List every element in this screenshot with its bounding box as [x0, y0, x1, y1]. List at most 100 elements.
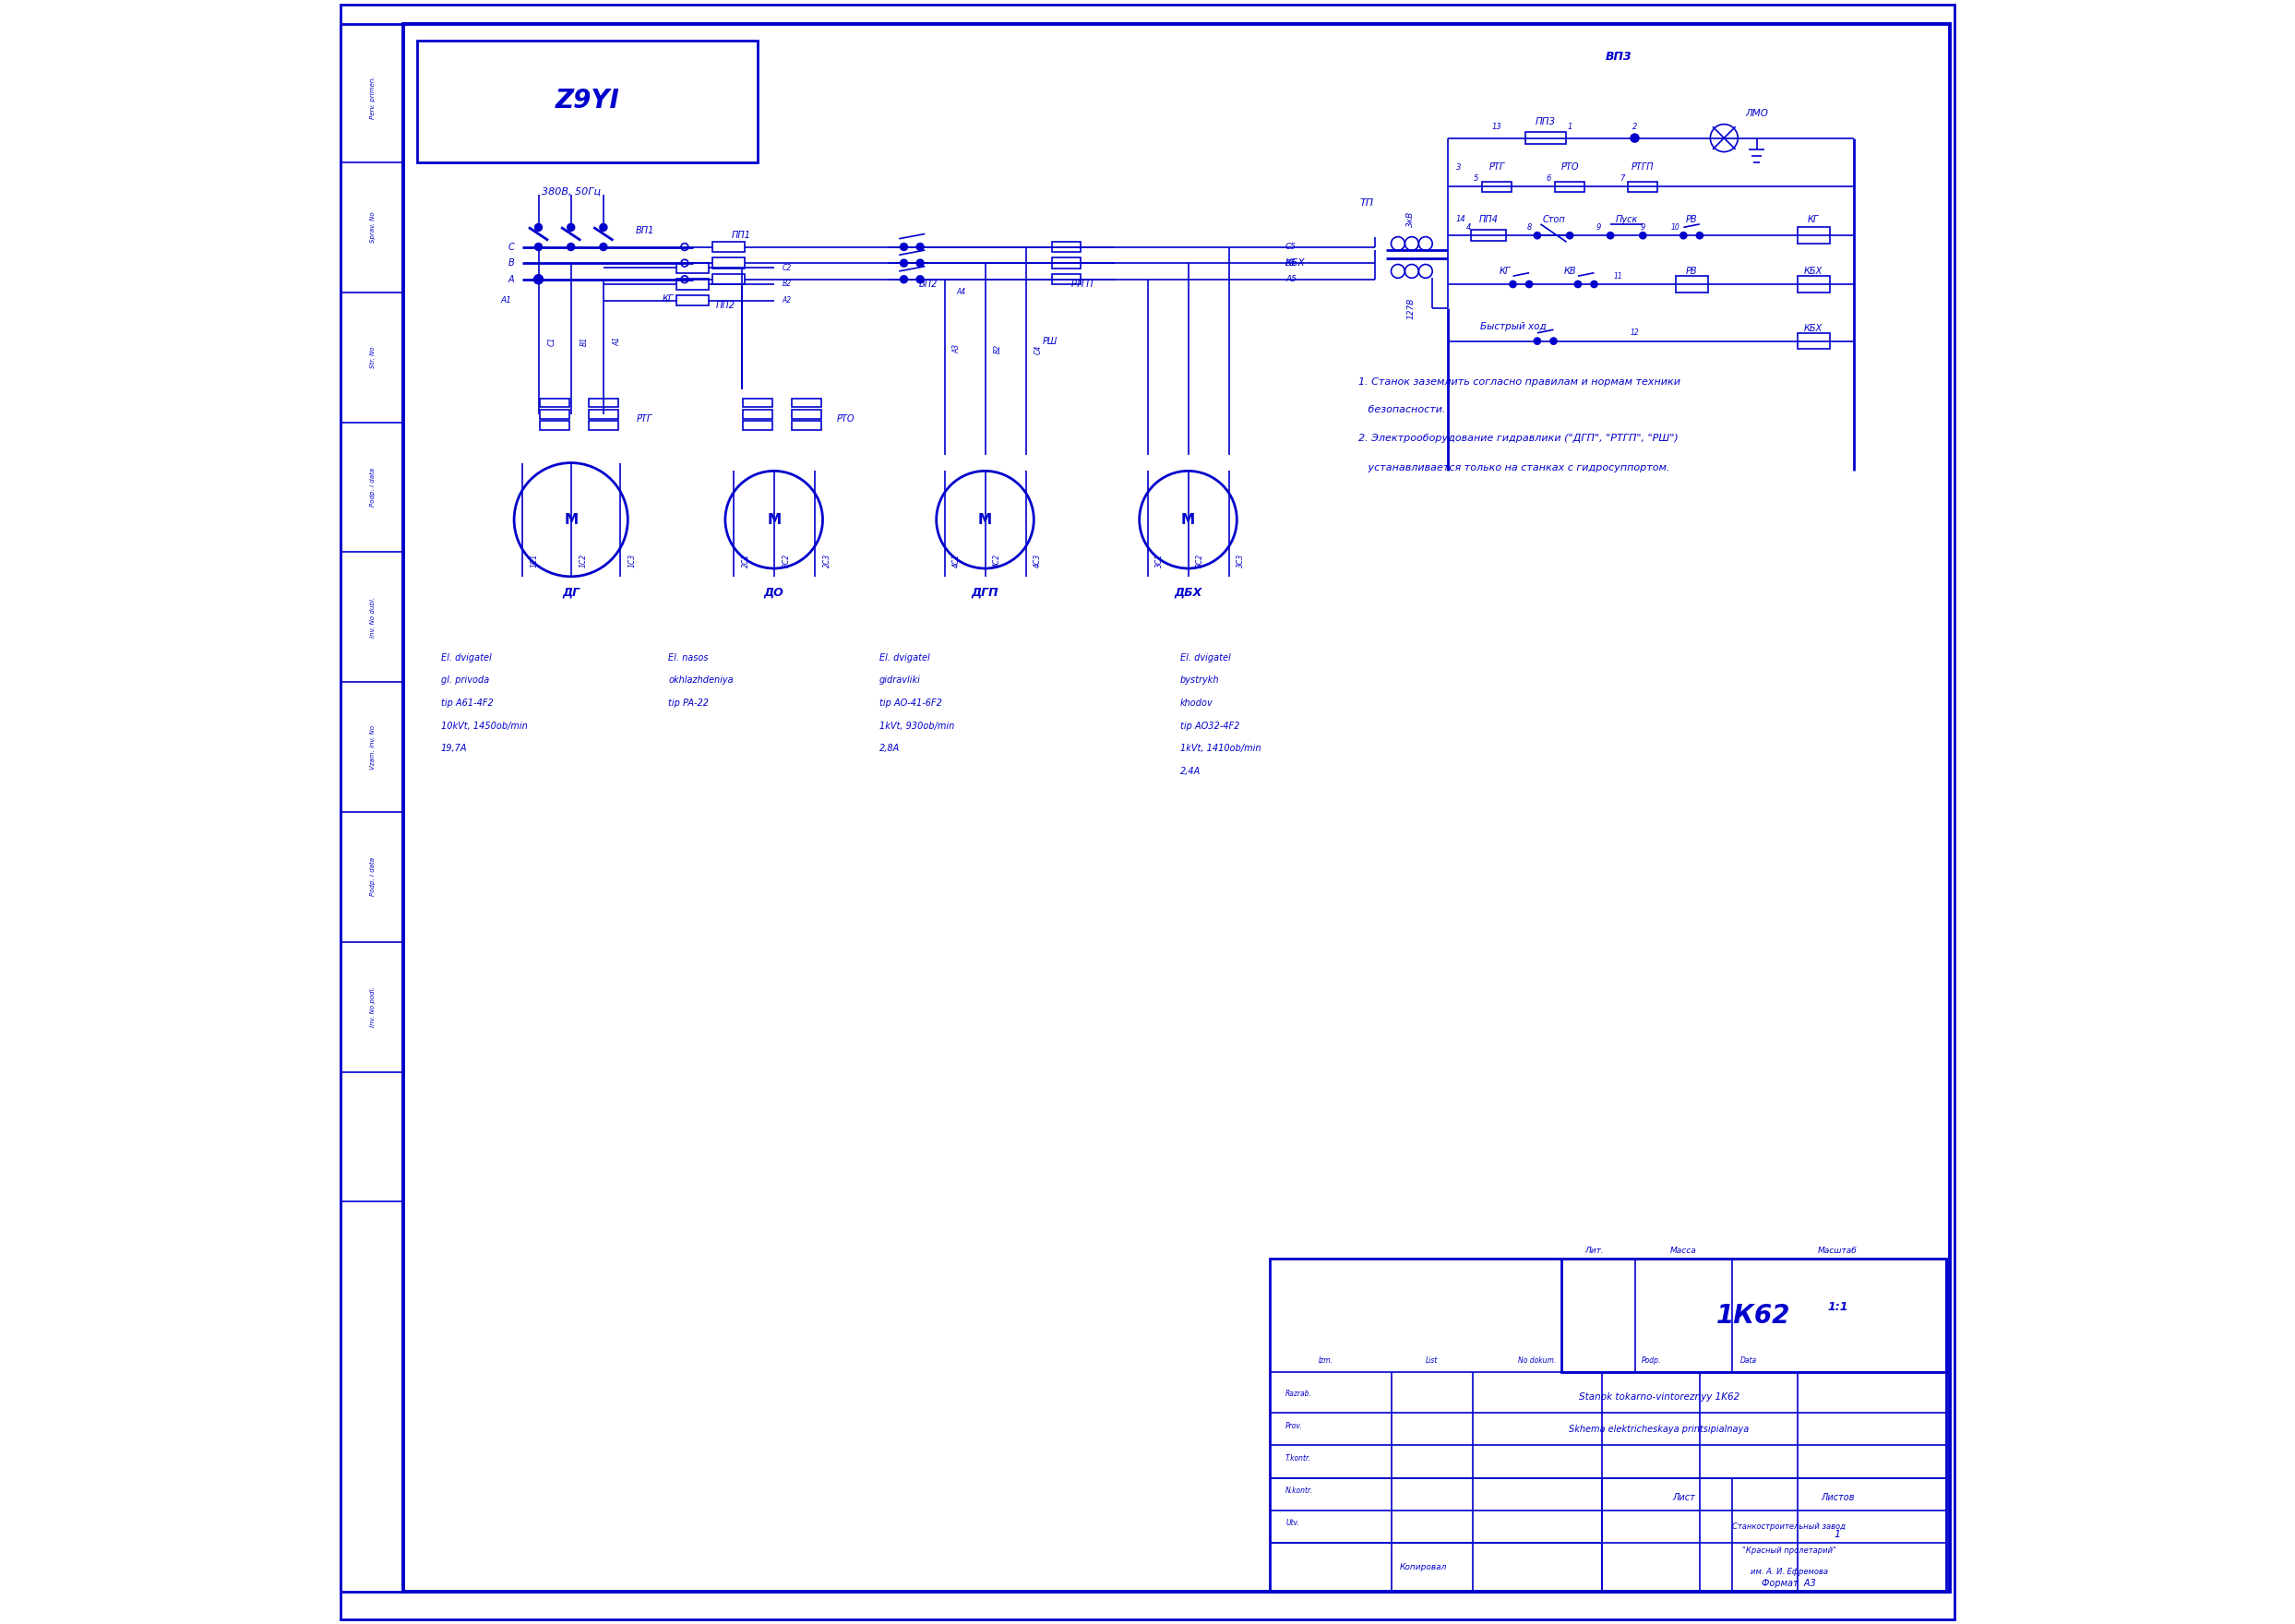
Text: 4C3: 4C3: [1033, 554, 1042, 567]
Bar: [1675, 276, 1707, 292]
Bar: [1556, 182, 1584, 192]
Text: List: List: [1425, 1356, 1439, 1366]
Text: A2: A2: [783, 296, 792, 305]
Bar: [1627, 182, 1657, 192]
Text: Sprav. No: Sprav. No: [369, 211, 376, 244]
Text: Inv. No podl.: Inv. No podl.: [369, 987, 376, 1026]
Circle shape: [535, 224, 542, 231]
Circle shape: [567, 224, 574, 231]
Text: M: M: [978, 513, 991, 526]
Text: C: C: [507, 242, 514, 252]
Circle shape: [1632, 133, 1639, 143]
Circle shape: [567, 244, 574, 250]
Text: Podp. i data: Podp. i data: [369, 468, 376, 507]
Text: tip AO32-4F2: tip AO32-4F2: [1180, 721, 1239, 731]
Text: 4: 4: [1467, 222, 1471, 232]
Text: ТП: ТП: [1359, 198, 1375, 208]
Text: 9: 9: [1641, 222, 1646, 232]
Text: устанавливается только на станках с гидросуппортом.: устанавливается только на станках с гидр…: [1359, 463, 1671, 473]
Bar: [744, 409, 773, 419]
Circle shape: [1590, 281, 1597, 287]
Bar: [539, 409, 569, 419]
Bar: [539, 398, 569, 408]
Text: bystrykh: bystrykh: [1180, 676, 1219, 685]
Circle shape: [900, 276, 907, 283]
Bar: [1051, 274, 1081, 284]
Text: безопасности.: безопасности.: [1359, 404, 1446, 414]
Text: M: M: [565, 513, 578, 526]
Text: A4: A4: [957, 287, 966, 297]
Text: tip AO-41-6F2: tip AO-41-6F2: [879, 698, 943, 708]
Text: 13: 13: [1492, 122, 1501, 132]
Bar: [1471, 231, 1506, 240]
Text: A1: A1: [613, 336, 622, 346]
Circle shape: [1639, 232, 1646, 239]
Text: ПП2: ПП2: [716, 300, 734, 310]
Bar: [792, 409, 822, 419]
Text: РТО: РТО: [838, 414, 856, 424]
Bar: [1051, 258, 1081, 268]
Text: El. dvigatel: El. dvigatel: [441, 653, 491, 663]
Text: 2C3: 2C3: [822, 554, 831, 567]
Text: C1: C1: [549, 336, 555, 346]
Text: КБХ: КБХ: [1804, 323, 1822, 333]
Text: Str. No: Str. No: [369, 346, 376, 369]
Circle shape: [900, 244, 907, 250]
Circle shape: [916, 260, 923, 266]
Text: gidravliki: gidravliki: [879, 676, 920, 685]
Text: El. dvigatel: El. dvigatel: [1180, 653, 1230, 663]
Text: РТГП: РТГП: [1632, 162, 1655, 172]
Text: 2,4A: 2,4A: [1180, 767, 1200, 776]
Text: C5: C5: [1285, 242, 1297, 252]
Text: РТО: РТО: [1561, 162, 1579, 172]
Text: Stanok tokarno-vintoreznyy 1K62: Stanok tokarno-vintoreznyy 1K62: [1579, 1392, 1740, 1402]
Text: A1: A1: [500, 296, 512, 305]
Text: 2. Электрооборудование гидравлики ("ДГП", "РТГП", "РШ"): 2. Электрооборудование гидравлики ("ДГП"…: [1359, 434, 1678, 443]
Text: "Красный пролетарий": "Красный пролетарий": [1742, 1546, 1836, 1556]
Text: 8: 8: [1526, 222, 1531, 232]
Text: 4C2: 4C2: [994, 554, 1001, 567]
Text: A3: A3: [952, 344, 962, 354]
Circle shape: [1526, 281, 1533, 287]
Text: 12: 12: [1629, 328, 1639, 338]
Text: РВ: РВ: [1687, 266, 1698, 276]
Text: Быстрый ход: Быстрый ход: [1480, 322, 1547, 331]
Bar: [677, 263, 709, 273]
Text: Лит.: Лит.: [1584, 1246, 1604, 1255]
Text: 2,8A: 2,8A: [879, 744, 900, 754]
Text: 1C3: 1C3: [629, 554, 636, 567]
Text: Vzam. inv. No: Vzam. inv. No: [369, 724, 376, 770]
Circle shape: [916, 276, 923, 283]
Text: Z9YI: Z9YI: [555, 88, 620, 114]
Text: 1kVt, 1410ob/min: 1kVt, 1410ob/min: [1180, 744, 1260, 754]
Text: КГ: КГ: [1808, 214, 1820, 224]
Text: ДО: ДО: [764, 586, 785, 599]
Circle shape: [1533, 338, 1540, 344]
Circle shape: [1567, 232, 1572, 239]
Text: ВП1: ВП1: [636, 226, 654, 235]
Text: A: A: [507, 274, 514, 284]
Text: 3C2: 3C2: [1196, 554, 1205, 567]
Circle shape: [900, 260, 907, 266]
Bar: [711, 274, 744, 284]
Circle shape: [1551, 338, 1556, 344]
Text: КГ: КГ: [663, 294, 675, 304]
Text: 7: 7: [1620, 174, 1625, 184]
Text: КГ: КГ: [1499, 266, 1510, 276]
Circle shape: [599, 244, 606, 250]
Text: ЛМО: ЛМО: [1744, 109, 1767, 119]
Text: 2C2: 2C2: [783, 554, 789, 567]
Text: Копировал: Копировал: [1400, 1562, 1448, 1572]
Text: C2: C2: [783, 263, 792, 273]
Bar: [711, 258, 744, 268]
Text: 1. Станок заземлить согласно правилам и нормам техники: 1. Станок заземлить согласно правилам и …: [1359, 377, 1680, 387]
Bar: [539, 421, 569, 430]
Bar: [1797, 227, 1829, 244]
Text: 127В: 127В: [1407, 297, 1414, 320]
Text: 3кВ: 3кВ: [1407, 211, 1414, 227]
Text: Станкостроительный завод: Станкостроительный завод: [1733, 1522, 1845, 1531]
Text: 6: 6: [1547, 174, 1551, 184]
Circle shape: [535, 244, 542, 250]
Text: 380B, 50Гц: 380B, 50Гц: [542, 187, 601, 197]
Bar: [1797, 333, 1829, 349]
